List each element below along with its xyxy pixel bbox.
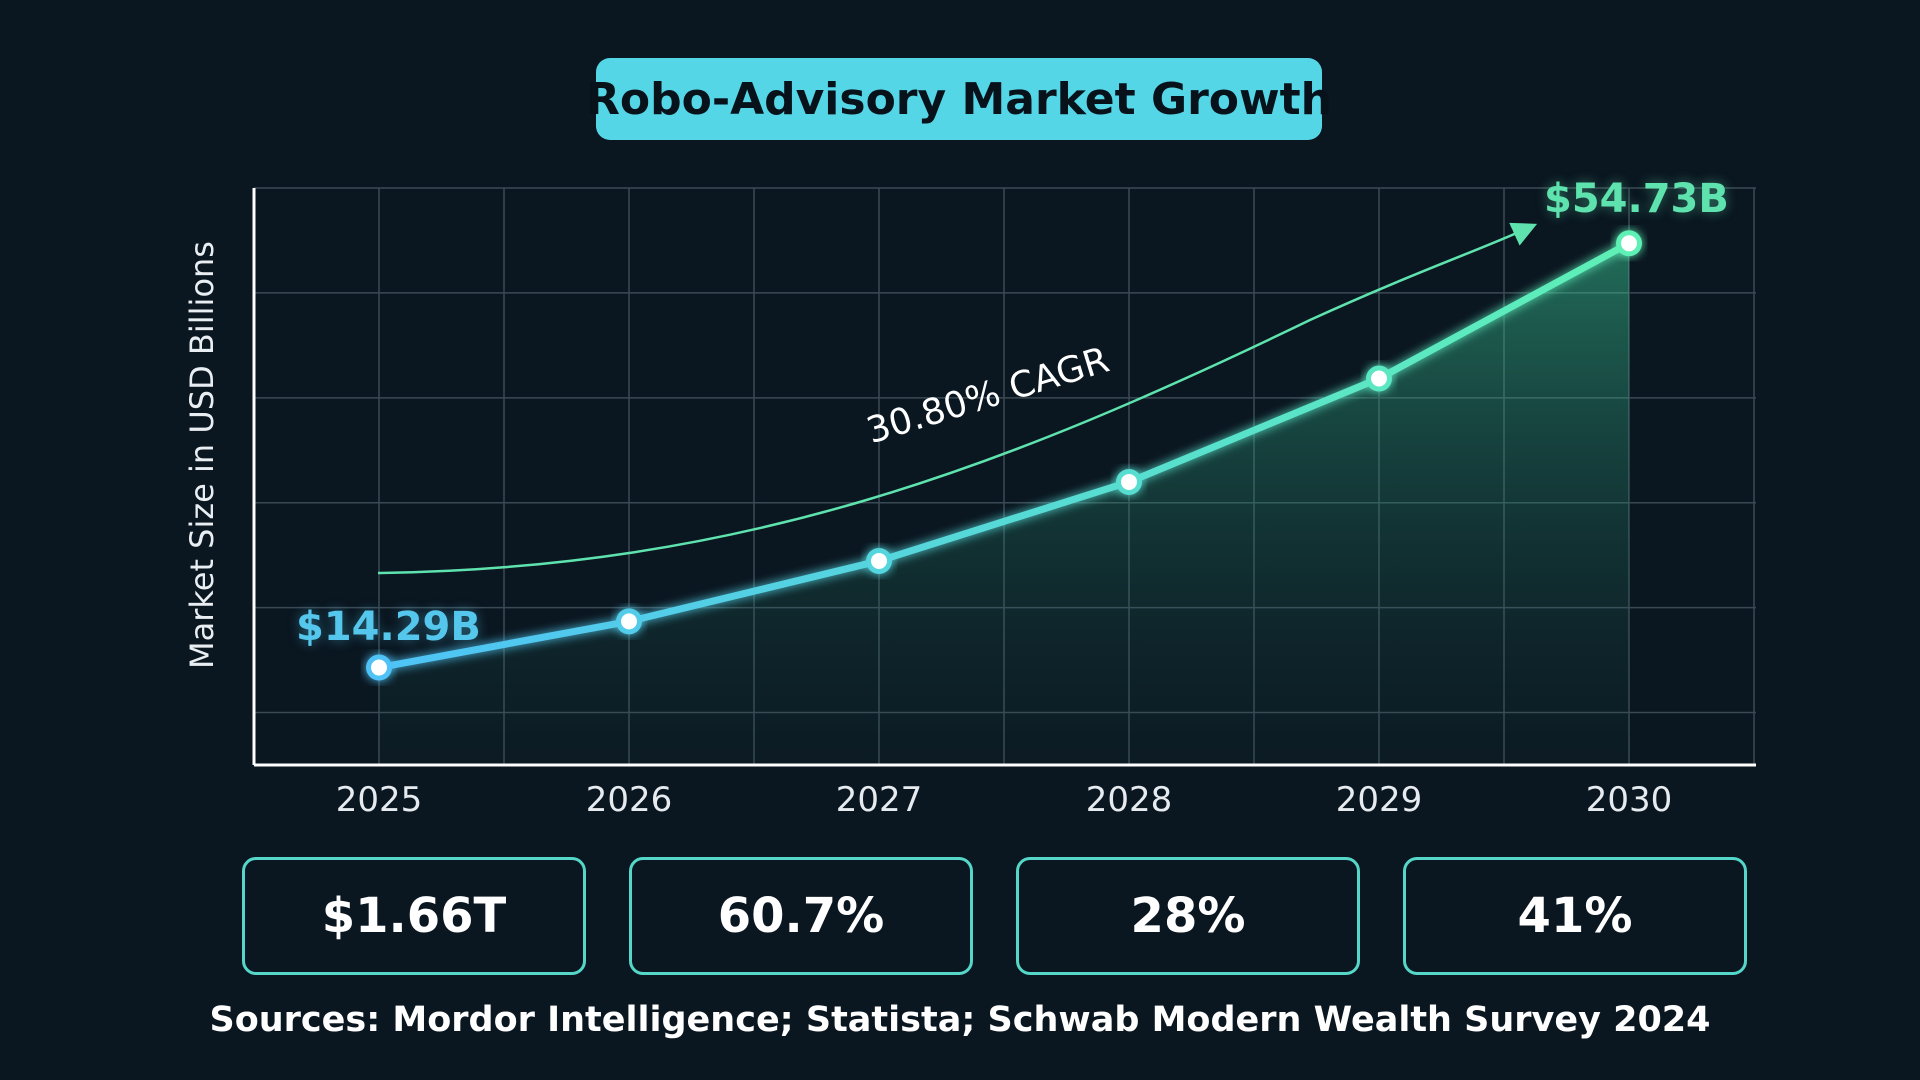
y-axis-label: Market Size in USD Billions — [183, 241, 221, 669]
data-point-center-2030 — [1621, 235, 1637, 252]
stat-value-3: 28% — [1130, 888, 1246, 944]
x-tick-2027: 2027 — [835, 780, 923, 820]
start-value-label: $14.29B — [296, 604, 481, 650]
data-point-center-2029 — [1371, 370, 1387, 387]
data-point-center-2026 — [621, 613, 637, 630]
data-point-center-2028 — [1121, 473, 1137, 490]
data-points — [366, 230, 1642, 681]
end-value-label: $54.73B — [1544, 176, 1729, 222]
stat-value-1: $1.66T — [321, 888, 507, 944]
area-fill — [379, 243, 1629, 765]
x-tick-2028: 2028 — [1085, 780, 1173, 820]
stat-card-1: $1.66T — [242, 857, 586, 975]
stat-card-3: 28% — [1016, 857, 1360, 975]
cagr-trend-arrow — [377, 222, 1538, 575]
x-tick-2025: 2025 — [335, 780, 423, 820]
stat-value-4: 41% — [1517, 888, 1633, 944]
sources-footnote: Sources: Mordor Intelligence; Statista; … — [209, 1000, 1711, 1040]
data-point-center-2025 — [371, 659, 387, 676]
series-line — [375, 239, 1633, 672]
stat-value-2: 60.7% — [717, 888, 885, 944]
chart-title-box: Robo-Advisory Market Growth — [586, 58, 1332, 140]
x-tick-2029: 2029 — [1335, 780, 1423, 820]
x-tick-2030: 2030 — [1585, 780, 1673, 820]
stat-card-4: 41% — [1403, 857, 1747, 975]
stat-card-2: 60.7% — [629, 857, 973, 975]
x-tick-2026: 2026 — [585, 780, 673, 820]
data-point-center-2027 — [871, 552, 887, 569]
chart-title: Robo-Advisory Market Growth — [585, 73, 1333, 125]
